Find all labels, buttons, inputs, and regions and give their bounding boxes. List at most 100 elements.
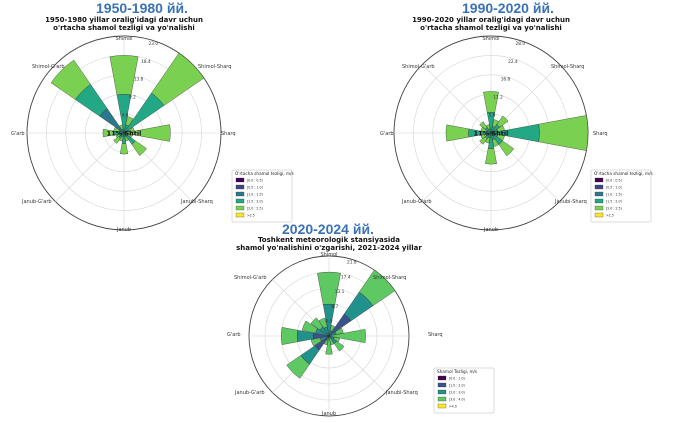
legend-item-label: >2.5 [247,214,255,218]
wind-rose-chart-2: 1990-2020 yillar oralig'idagi davr uchun… [380,16,653,233]
sector-bar [479,121,488,130]
direction-label: Sharq [593,131,608,137]
direction-label: Shimol-Sharq [373,275,406,281]
period-title-1990-2020: 1990-2020 йй. [462,0,554,16]
chart-title: o'rtacha shamol tezligi va yo'nalishi [53,24,195,32]
direction-label: G'arb [380,131,394,137]
radial-tick-label: 4.6 [122,113,129,119]
legend-item-label: [1.5 : 2.0) [606,200,622,204]
direction-label: Shimol-Sharq [198,64,231,70]
chart-title: 1950-1980 yillar oralig'idagi davr uchun [45,16,203,24]
legend-item-label: [3.0 : 4.0) [449,398,465,402]
direction-label: Janub [116,227,131,233]
legend-swatch [594,205,604,211]
radial-tick-label: 16.8 [501,77,511,83]
radial-tick-label: 13.1 [335,289,345,295]
direction-label: Shimol-G'arb [32,64,65,70]
legend: O'rtacha shamol tezligi, m/s [0.0 : 0.5) [… [231,169,294,223]
sector-bar [496,134,505,141]
sector-bar [281,327,298,345]
sector-bar [123,124,171,142]
direction-label: Shimol-Sharq [551,64,584,70]
direction-label: Janub [321,411,336,417]
direction-label: Janubi-Sharq [385,390,418,396]
chart-title: o'rtacha shamol tezligi va yo'nalishi [420,24,562,32]
direction-label: Janub-G'arb [401,199,432,205]
legend-swatch [437,382,447,388]
chart-title: 1990-2020 yillar oralig'idagi davr uchun [412,16,570,24]
legend-swatch [235,205,245,211]
sector-bar [124,136,129,142]
sector-bar [310,317,324,331]
radial-tick-label: 18.4 [141,59,151,65]
direction-label: Janubi-Sharq [554,199,587,205]
legend-item-label: [0.0 : 0.5) [247,179,263,183]
radial-tick-label: 23.0 [149,41,159,47]
sector-bar [485,148,497,165]
legend-box [231,169,293,223]
sector-bar [301,320,318,334]
legend-title: O'rtacha shamol tezligi, m/s [235,171,294,176]
direction-label: Sharq [221,131,236,137]
sector-bar [358,269,396,307]
direction-label: Janub-G'arb [234,390,265,396]
sector-bar [102,128,114,138]
sector-bar [113,127,120,133]
sector-bar [483,91,499,113]
sector-bar [128,127,135,133]
sector-bar [151,52,205,106]
direction-label: Shimol-G'arb [234,275,267,281]
sector-bar [318,317,328,329]
chart-title: Toshkent meteorologik stansiyasida [258,236,400,244]
sector-bar [498,140,515,157]
calm-label: 11% Shtil [474,130,509,138]
sector-bar [127,133,133,138]
sector-bar [115,133,121,138]
grid-spoke [55,132,125,202]
legend-item-label: [1.5 : 2.0) [247,200,263,204]
sector-bar [479,136,488,145]
legend-swatch [594,198,604,204]
chart-title: shamol yo'nalishini o'zgarishi, 2021-202… [236,244,422,252]
sector-bar [119,124,124,130]
grid-spoke [422,64,492,134]
legend-item-label: [0.0 : 1.0) [449,377,465,381]
radial-tick-label: 11.2 [493,95,503,101]
sector-bar [480,127,487,133]
legend-item-label: [2.0 : 2.5) [606,207,622,211]
direction-label: Shimol [482,36,499,42]
legend-item-label: [0.5 : 1.0) [247,186,263,190]
legend-swatch [235,191,245,197]
sector-bar [485,137,491,144]
legend-swatch [594,191,604,197]
radial-tick-label: 9.2 [129,95,136,101]
sector-bar [310,337,322,347]
sector-bar [286,355,310,379]
legend-swatch [235,198,245,204]
legend-swatch [437,403,447,409]
direction-label: Shimol [320,252,337,258]
sector-bar [492,138,499,147]
wind-rose-chart-1: 1950-1980 yillar oralig'idagi davr uchun… [11,16,294,233]
period-title-2020-2024: 2020-2024 йй. [282,221,374,237]
direction-label: Janub-G'arb [21,199,52,205]
direction-label: Shimol [115,36,132,42]
sector-bar [109,55,139,96]
calm-label: 11% Shtil [107,130,142,138]
sector-bar [325,335,333,355]
radial-tick-label: 22.4 [508,59,518,65]
legend-item-label: [1.0 : 1.5) [606,193,622,197]
grid-spoke [422,132,492,202]
sector-bar [328,335,335,346]
sector-bar [333,336,340,343]
radial-tick-label: 8.7 [331,304,338,310]
legend-swatch [437,389,447,395]
legend-item-label: >4.0 [449,405,457,409]
legend-swatch [594,184,604,190]
sector-bar [113,136,121,144]
sector-bar [119,136,124,142]
legend-title: O'rtacha shamol tezligi, m/s [594,171,653,176]
legend-item-label: [2.0 : 2.5) [247,207,263,211]
sector-bar [538,115,589,151]
